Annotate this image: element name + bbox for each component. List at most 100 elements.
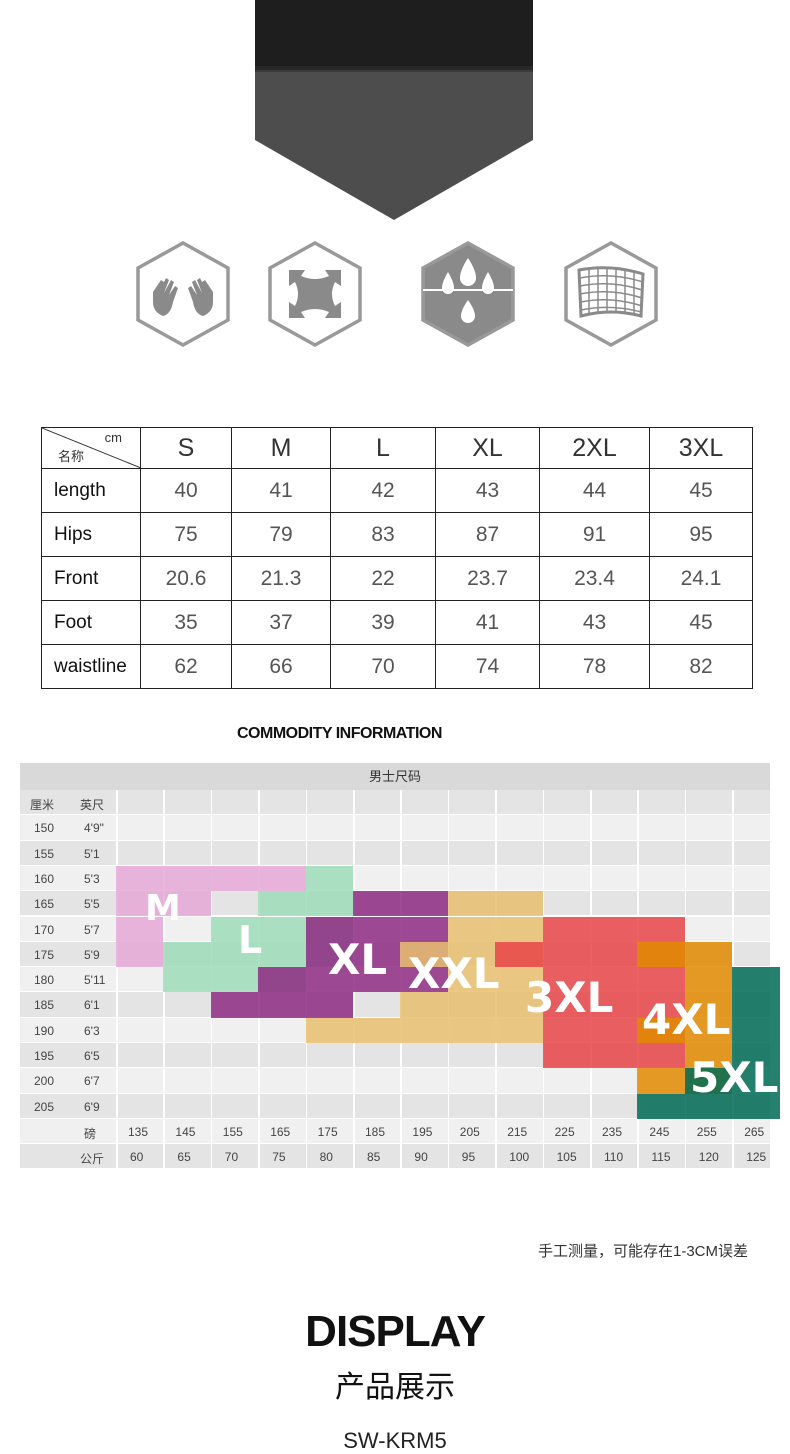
weight-lbs-label: 165 (270, 1124, 291, 1139)
ft-header: 英尺 (80, 798, 105, 812)
hands-icon (133, 240, 233, 348)
measurement-note: 手工测量，可能存在1-3CM误差 (538, 1243, 749, 1260)
height-ft-label: 6'3 (84, 1023, 100, 1038)
size-zone-4xl (637, 1017, 733, 1043)
table-cell: 82 (649, 644, 753, 689)
size-table-corner: cm 名称 (41, 427, 141, 469)
height-cm-label: 205 (34, 1099, 55, 1114)
table-cell: 78 (539, 644, 650, 689)
display-subtitle: 产品展示 (335, 1371, 455, 1404)
weight-lbs-label: 145 (175, 1124, 196, 1139)
size-zone-xl (210, 992, 353, 1018)
size-zone-3xl (542, 992, 685, 1018)
row-label: Hips (41, 512, 141, 557)
height-ft-label: 5'9 (84, 947, 100, 962)
weight-kg-label: 120 (698, 1150, 719, 1165)
size-zone-xxl (447, 916, 543, 942)
weight-kg-label: 105 (556, 1150, 577, 1165)
fabric-mesh-icon (561, 240, 661, 348)
model-code: SW-KRM5 (343, 1428, 447, 1453)
table-cell: 83 (330, 512, 436, 557)
weight-lbs-label: 215 (507, 1124, 528, 1139)
size-label-4xl: 4XL (642, 995, 731, 1044)
weight-lbs-label: 205 (459, 1124, 480, 1139)
size-label-m: M (145, 888, 181, 929)
size-zone-3xl (542, 916, 685, 942)
size-label-xl: XL (328, 935, 388, 984)
row-label: Front (41, 556, 141, 601)
size-header: 2XL (539, 427, 650, 469)
height-cm-label: 165 (34, 897, 55, 912)
weight-kg-label: 115 (651, 1150, 671, 1165)
size-zone-m (116, 941, 164, 968)
size-zone-4xl (684, 967, 733, 993)
grid-line (779, 790, 782, 1170)
chart-row (20, 1144, 770, 1169)
row-label: length (41, 468, 141, 513)
weight-kg-label: 80 (319, 1150, 333, 1165)
size-table: cm 名称 S M L XL 2XL 3XL length 40 41 42 4… (41, 427, 753, 689)
table-cell: 37 (231, 600, 331, 645)
weight-lbs-label: 195 (412, 1124, 433, 1139)
table-cell: 95 (649, 512, 753, 557)
weight-lbs-label: 255 (696, 1124, 717, 1139)
table-cell: 21.3 (231, 556, 331, 601)
weight-lbs-label: 135 (128, 1124, 149, 1139)
size-header: S (140, 427, 232, 469)
size-zone-xl (353, 891, 448, 917)
weight-lbs-label: 185 (365, 1124, 386, 1139)
name-label: 名称 (58, 449, 85, 464)
table-cell: 66 (231, 644, 331, 689)
weight-kg-label: 70 (224, 1150, 239, 1165)
water-drops-icon (418, 240, 518, 348)
size-zone-5xl (684, 1068, 780, 1094)
size-label-3xl: 3XL (525, 973, 614, 1022)
chart-row (20, 790, 770, 815)
weight-lbs-label: 155 (222, 1124, 243, 1139)
table-cell: 24.1 (649, 556, 753, 601)
table-cell: 91 (539, 512, 650, 557)
height-ft-label: 5'7 (84, 922, 100, 937)
table-cell: 39 (330, 600, 436, 645)
size-zone-3xl (542, 1043, 685, 1069)
table-cell: 41 (231, 468, 331, 513)
size-zone-5xl (637, 1093, 780, 1119)
size-zone-4xl (637, 941, 733, 968)
height-cm-label: 160 (34, 871, 55, 886)
chart-row (20, 840, 770, 865)
table-cell: 70 (330, 644, 436, 689)
size-zone-l (258, 891, 353, 917)
table-cell: 87 (435, 512, 540, 557)
table-cell: 40 (140, 468, 232, 513)
weight-kg-label: 100 (509, 1150, 530, 1165)
mens-size-chart: 厘米 英尺 150 4'9" 155 5'1 160 5'3 165 5'5 170 5'7 175 5'… (20, 763, 782, 1170)
kg-label: 公斤 (80, 1152, 105, 1167)
size-header: XL (435, 427, 540, 469)
size-zone-5xl (732, 967, 780, 993)
size-label-l: L (238, 918, 263, 962)
table-cell: 62 (140, 644, 232, 689)
size-zone-xxl (447, 967, 543, 993)
weight-kg-label: 125 (746, 1150, 767, 1165)
size-zone-m (116, 891, 211, 917)
size-zone-xl (258, 967, 448, 993)
table-cell: 45 (649, 468, 753, 513)
weight-kg-label: 110 (604, 1150, 624, 1165)
size-zone-xxl (400, 992, 543, 1018)
table-cell: 74 (435, 644, 540, 689)
height-ft-label: 5'3 (84, 871, 100, 886)
height-cm-label: 190 (34, 1023, 55, 1038)
height-cm-label: 200 (34, 1074, 55, 1089)
table-cell: 75 (140, 512, 232, 557)
height-ft-label: 4'9" (84, 821, 104, 836)
size-zone-4xl (684, 992, 733, 1018)
table-cell: 43 (435, 468, 540, 513)
height-cm-label: 180 (34, 973, 55, 988)
height-cm-label: 150 (34, 821, 55, 836)
weight-kg-label: 95 (461, 1150, 476, 1165)
weight-kg-label: 75 (272, 1150, 286, 1165)
height-cm-label: 155 (34, 846, 55, 861)
size-zone-xxl (305, 1017, 543, 1043)
unit-label: cm (104, 430, 122, 445)
size-zone-5xl (732, 992, 780, 1018)
